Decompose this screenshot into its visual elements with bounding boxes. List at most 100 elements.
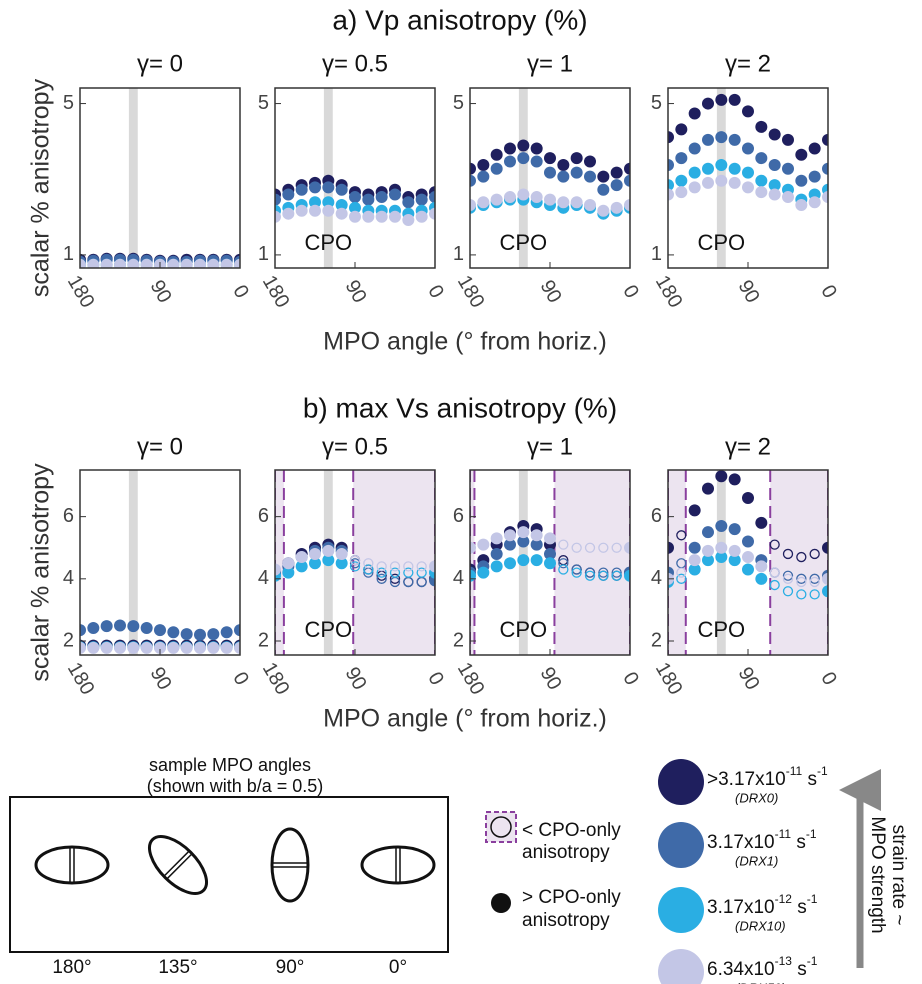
- data-point: [180, 628, 193, 641]
- data-point: [295, 183, 308, 196]
- data-point: [530, 554, 543, 567]
- data-point: [504, 191, 516, 204]
- legend-drx: (DRX0): [735, 790, 778, 805]
- x-tick-label: 90: [341, 277, 371, 307]
- data-point: [282, 207, 295, 220]
- filled-marker: [491, 893, 511, 913]
- data-point: [127, 258, 140, 268]
- data-point: [363, 558, 374, 569]
- data-point: [822, 572, 828, 585]
- data-point: [668, 159, 674, 172]
- data-point: [808, 170, 821, 183]
- legend-unit: s: [792, 897, 807, 918]
- data-point: [755, 186, 768, 199]
- data-point: [782, 570, 794, 581]
- x-tick-label: 180: [258, 659, 294, 699]
- y-tick-label: 1: [258, 243, 269, 265]
- open-marker: [490, 816, 512, 838]
- data-point: [610, 201, 623, 214]
- x-axis-label: MPO angle (° from horiz.): [323, 705, 607, 733]
- data-point: [335, 557, 348, 570]
- y-tick-label: 2: [258, 629, 269, 651]
- data-point: [611, 542, 622, 553]
- cpo-band: [128, 88, 138, 268]
- data-point: [100, 620, 113, 633]
- data-point: [154, 624, 166, 637]
- panel-title: γ= 2: [725, 433, 771, 460]
- plot-area: [470, 470, 630, 655]
- y-tick-label: 6: [651, 505, 662, 527]
- cpo-label: CPO: [697, 230, 745, 255]
- data-point: [584, 570, 596, 581]
- data-point: [362, 193, 375, 206]
- data-point: [676, 530, 687, 541]
- y-tick-label: 2: [651, 629, 662, 651]
- row-title: a) Vp anisotropy (%): [332, 4, 587, 35]
- data-point: [114, 619, 126, 632]
- data-point: [742, 491, 754, 504]
- data-point: [624, 174, 630, 187]
- data-point: [282, 188, 295, 201]
- x-tick-label: 90: [734, 664, 764, 694]
- data-point: [795, 148, 808, 161]
- data-point: [557, 196, 570, 209]
- data-point: [598, 542, 609, 553]
- data-point: [728, 133, 741, 146]
- data-point: [796, 576, 807, 588]
- ellipse: [270, 827, 310, 903]
- y-tick-label: 4: [651, 567, 662, 589]
- data-point: [295, 204, 308, 217]
- data-point: [742, 142, 754, 155]
- data-point: [688, 504, 701, 517]
- data-point: [570, 196, 583, 209]
- data-point: [309, 547, 321, 560]
- legend-base: >3.17x10: [707, 769, 786, 790]
- legend-unit-exp: -1: [806, 827, 817, 841]
- arrow-label: MPO strength: [867, 816, 888, 933]
- legend-text: anisotropy: [522, 910, 610, 931]
- data-point: [376, 573, 387, 584]
- ellipse: [34, 845, 110, 885]
- data-point: [220, 258, 233, 268]
- data-point: [782, 162, 794, 175]
- legend-text: < CPO-only: [522, 820, 621, 841]
- data-point: [728, 93, 741, 106]
- data-point: [504, 155, 516, 168]
- data-point: [517, 188, 530, 201]
- data-point: [702, 133, 714, 146]
- data-point: [544, 547, 556, 560]
- data-point: [504, 557, 516, 570]
- shaded-region: [770, 470, 828, 655]
- data-point: [597, 204, 610, 217]
- minor-axis: [164, 851, 190, 877]
- data-point: [668, 179, 674, 192]
- data-point: [557, 159, 570, 172]
- data-point: [558, 558, 569, 569]
- data-point: [309, 196, 321, 209]
- data-point: [322, 554, 335, 567]
- legend-exp: -11: [775, 827, 792, 841]
- data-point: [611, 567, 622, 578]
- data-point: [715, 93, 728, 106]
- data-point: [688, 166, 701, 179]
- legend-text: > CPO-only: [522, 887, 621, 908]
- data-point: [624, 541, 630, 554]
- data-point: [429, 207, 435, 220]
- data-point: [362, 210, 375, 223]
- data-point: [584, 567, 596, 578]
- data-point: [309, 204, 321, 217]
- data-point: [688, 554, 701, 567]
- plot-area: [275, 470, 435, 655]
- data-point: [220, 626, 233, 639]
- data-point: [769, 539, 780, 550]
- legend-swatch: [658, 887, 704, 933]
- mpo-ellipse: [270, 827, 310, 903]
- data-point: [688, 107, 701, 120]
- data-point: [275, 210, 281, 223]
- data-point: [470, 174, 476, 187]
- data-point: [114, 641, 126, 654]
- data-point: [309, 181, 321, 194]
- data-point: [470, 541, 476, 554]
- x-tick-label: 0: [618, 281, 643, 302]
- legend-unit-exp: -1: [807, 892, 818, 906]
